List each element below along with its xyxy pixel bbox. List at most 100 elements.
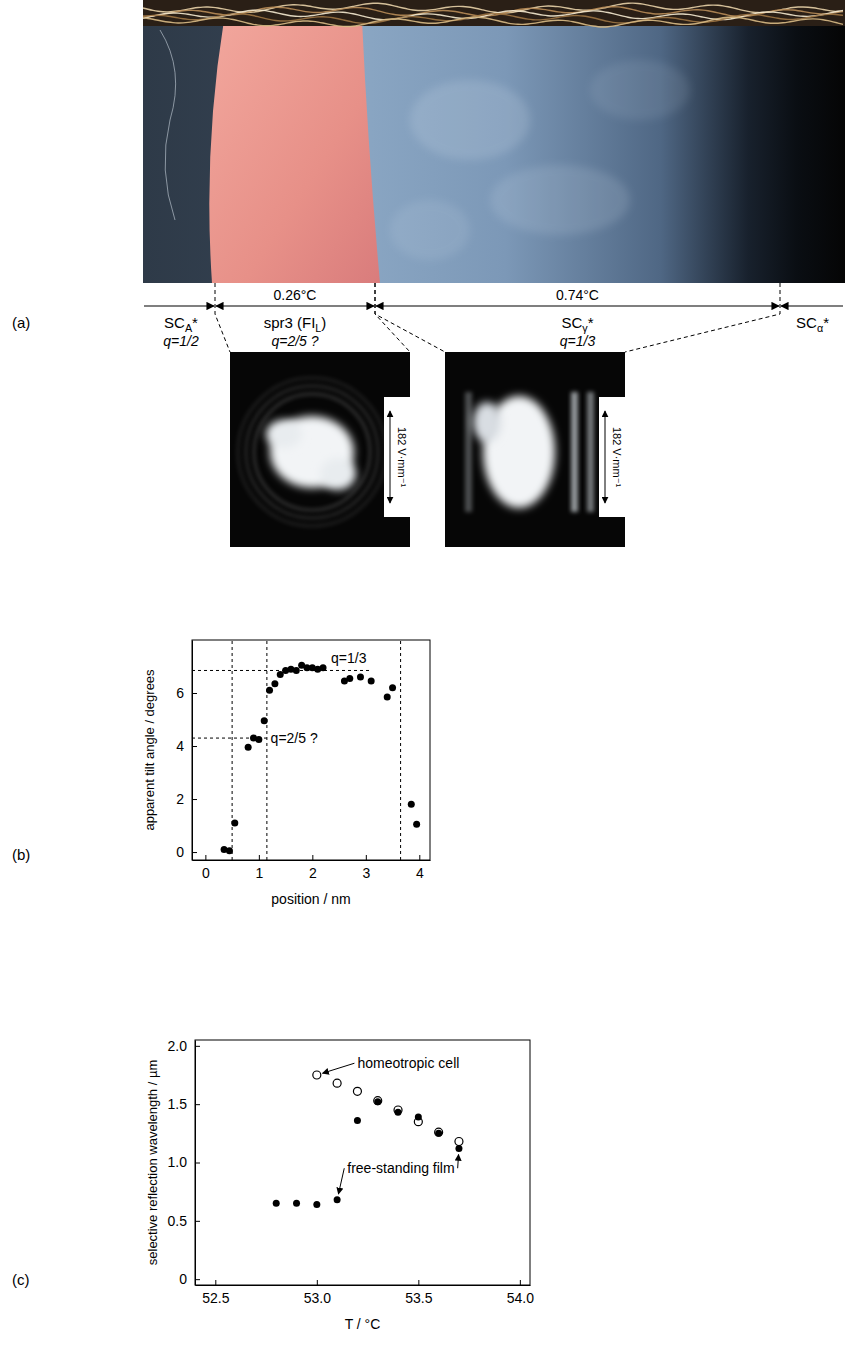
data-point bbox=[320, 664, 327, 671]
image-ring bbox=[246, 386, 378, 518]
image-ring bbox=[254, 394, 370, 510]
x-tick-label: 53.0 bbox=[304, 1290, 331, 1306]
reference-line bbox=[400, 640, 401, 860]
x-tick-mark bbox=[205, 855, 206, 860]
data-point bbox=[374, 1098, 381, 1105]
y-tick-mark bbox=[192, 852, 197, 853]
phase-q: q=1/2 bbox=[163, 333, 199, 349]
data-point bbox=[334, 1196, 341, 1203]
x-tick-mark bbox=[419, 855, 420, 860]
tick: 1.0 bbox=[168, 1154, 200, 1170]
range-arrow bbox=[781, 305, 843, 306]
dashed-connector bbox=[215, 283, 230, 352]
axis-line bbox=[192, 641, 193, 861]
y-axis-title: apparent tilt angle / degrees bbox=[142, 669, 157, 831]
tick: 2.0 bbox=[168, 1038, 200, 1054]
reference-line bbox=[192, 670, 371, 671]
y-tick-label: 0.5 bbox=[168, 1213, 188, 1229]
phase-name-part: ) bbox=[321, 314, 326, 331]
phase-name-part: SC bbox=[164, 314, 185, 331]
x-tick-label: 2 bbox=[309, 865, 317, 881]
data-point bbox=[245, 744, 252, 751]
phase-labels: SCA*q=1/2spr3 (FIL)q=2/5 ?SCγ*q=1/3SCα* bbox=[163, 314, 829, 349]
phase-name-part: SC bbox=[796, 314, 817, 331]
x-tick-mark bbox=[312, 855, 313, 860]
image-stripe bbox=[465, 392, 472, 512]
plot-frame bbox=[195, 1040, 530, 1285]
phase-arrows bbox=[144, 306, 843, 307]
tick: 4 bbox=[416, 855, 424, 881]
phase-name: SCα* bbox=[796, 314, 829, 334]
phase-q: q=2/5 ? bbox=[271, 333, 318, 349]
photo-edge bbox=[143, 17, 843, 27]
x-axis-title: T / °C bbox=[345, 1316, 381, 1332]
data-point bbox=[231, 819, 238, 826]
data-point bbox=[313, 1071, 321, 1079]
tick: 3 bbox=[362, 855, 370, 881]
data-point bbox=[273, 1200, 280, 1207]
photo-texture bbox=[160, 30, 176, 220]
data-point bbox=[368, 678, 375, 685]
tick: 0 bbox=[179, 1271, 200, 1287]
tick: 53.5 bbox=[405, 1280, 432, 1306]
tick: 53.0 bbox=[304, 1280, 331, 1306]
y-tick-label: 2.0 bbox=[168, 1038, 188, 1054]
data-point bbox=[435, 1128, 443, 1136]
scale-arrow bbox=[390, 411, 391, 503]
data-point bbox=[455, 1145, 462, 1152]
phase-name-part: * bbox=[823, 314, 829, 331]
x-tick-label: 54.0 bbox=[507, 1290, 534, 1306]
image-blob bbox=[266, 420, 302, 448]
y-tick-label: 6 bbox=[176, 685, 184, 701]
data-point bbox=[261, 717, 268, 724]
tick: 1 bbox=[255, 855, 263, 881]
y-tick-mark bbox=[192, 693, 197, 694]
phase-name-part: * bbox=[192, 314, 198, 331]
x-tick-mark bbox=[317, 1280, 318, 1285]
data-point bbox=[293, 667, 300, 674]
x-tick-label: 53.5 bbox=[405, 1290, 432, 1306]
image-ring bbox=[238, 378, 386, 526]
data-point bbox=[384, 693, 391, 700]
image-background bbox=[230, 352, 410, 547]
data-point bbox=[333, 1079, 341, 1087]
chart: 52.553.053.554.000.51.01.52.0T / °Cselec… bbox=[12, 1038, 534, 1332]
data-point bbox=[293, 1200, 300, 1207]
data-point bbox=[226, 847, 233, 854]
x-tick-mark bbox=[215, 1280, 216, 1285]
series bbox=[221, 662, 421, 855]
photo-texture bbox=[490, 165, 630, 235]
axis-line bbox=[193, 860, 431, 861]
data-point bbox=[255, 736, 262, 743]
range-arrow bbox=[376, 305, 779, 306]
data-point bbox=[413, 821, 420, 828]
tick: 0 bbox=[202, 855, 210, 881]
tick: 2 bbox=[309, 855, 317, 881]
scale-arrow bbox=[605, 411, 606, 503]
range-arrow bbox=[216, 305, 374, 306]
y-tick-label: 2 bbox=[176, 791, 184, 807]
data-point bbox=[271, 680, 278, 687]
y-tick-label: 1.0 bbox=[168, 1154, 188, 1170]
x-tick-mark bbox=[418, 1280, 419, 1285]
plot-area bbox=[273, 1071, 463, 1208]
chart: 012340246position / nmapparent tilt angl… bbox=[12, 640, 431, 907]
tick: 0.5 bbox=[168, 1213, 200, 1229]
annotation: free-standing film bbox=[347, 1160, 454, 1176]
data-point bbox=[313, 1201, 320, 1208]
y-tick-mark bbox=[195, 1279, 200, 1280]
reference-line bbox=[266, 640, 267, 860]
scale-strip bbox=[384, 397, 410, 517]
data-point bbox=[266, 687, 273, 694]
x-tick-label: 1 bbox=[255, 865, 263, 881]
reference-line bbox=[232, 640, 233, 860]
image-background bbox=[445, 352, 625, 547]
dashed-connector bbox=[375, 283, 410, 352]
data-point bbox=[346, 675, 353, 682]
phase-name: SCγ* bbox=[561, 314, 593, 334]
data-point bbox=[354, 1117, 361, 1124]
dashed-connector bbox=[625, 283, 780, 352]
range-arrow bbox=[144, 305, 214, 306]
figure: 0.26°C0.74°CSCA*q=1/2spr3 (FIL)q=2/5 ?SC… bbox=[0, 0, 845, 1348]
tick: 6 bbox=[176, 685, 197, 701]
